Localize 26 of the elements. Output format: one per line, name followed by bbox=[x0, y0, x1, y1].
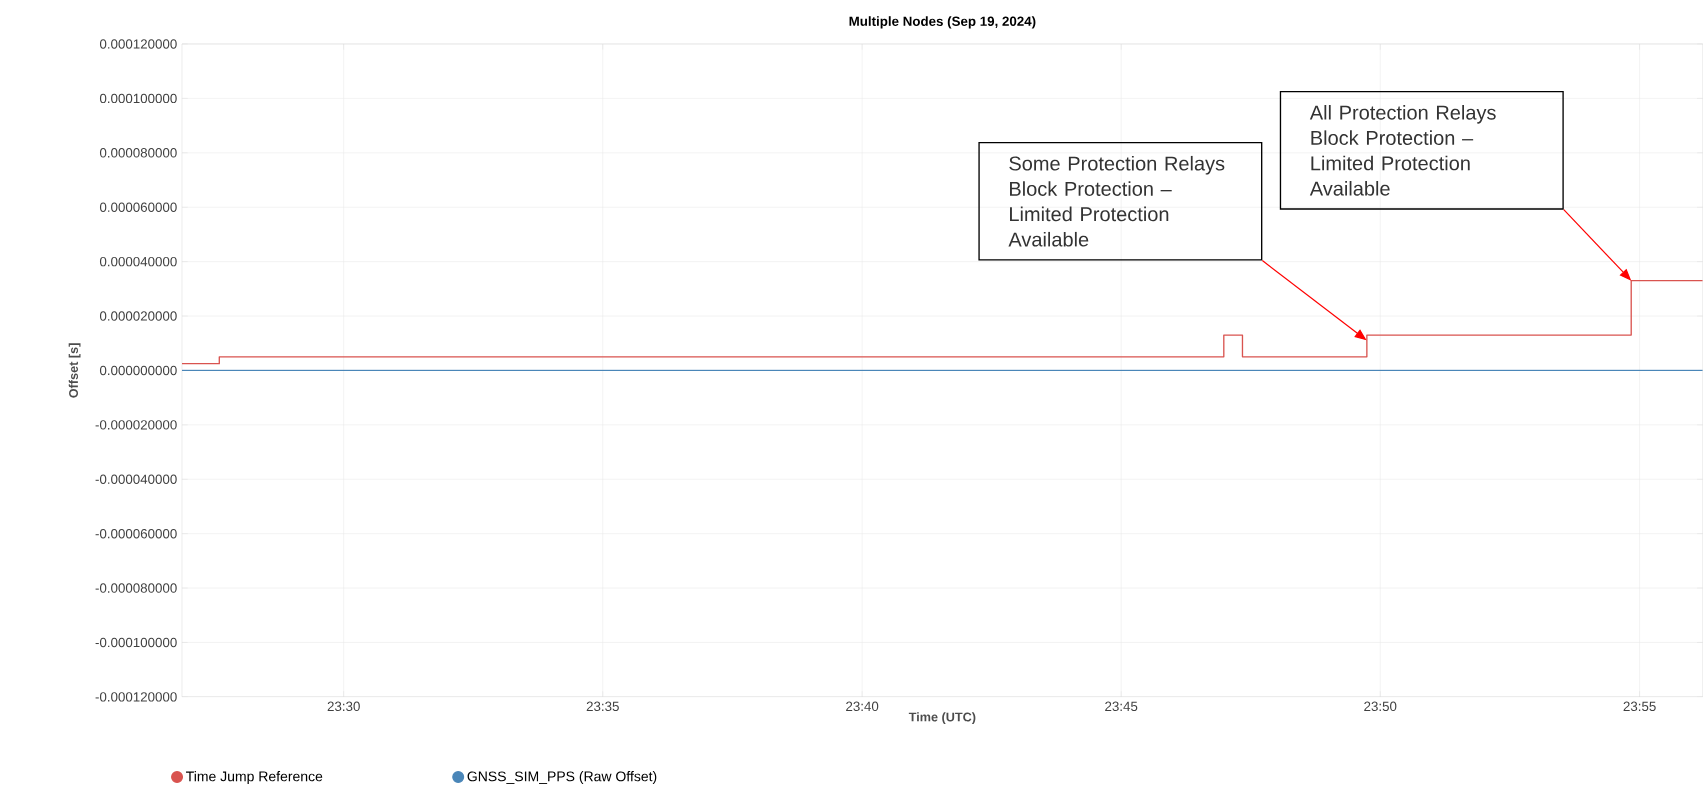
y-tick-label: -0.000080000 bbox=[95, 583, 177, 593]
y-axis-title: Offset [s] bbox=[68, 343, 81, 398]
x-tick-label: 23:50 bbox=[1364, 701, 1397, 712]
y-tick-label: 0.000060000 bbox=[99, 202, 177, 212]
y-tick-label: -0.000020000 bbox=[95, 420, 177, 430]
x-tick-label: 23:35 bbox=[586, 701, 619, 712]
x-tick-label: 23:45 bbox=[1105, 701, 1138, 712]
y-tick-label: -0.000060000 bbox=[95, 529, 177, 539]
chart-title: Multiple Nodes (Sep 19, 2024) bbox=[849, 16, 1036, 29]
y-tick-label: 0.000120000 bbox=[99, 39, 177, 49]
annotation: Some Protection Relays Block Protection – Limited Protection Available bbox=[1008, 155, 1225, 247]
annotation: All Protection Relays Block Protection – Limited Protection Available bbox=[1309, 105, 1496, 196]
y-tick-label: -0.000040000 bbox=[95, 474, 177, 485]
legend-label: Time Jump Reference bbox=[186, 771, 323, 785]
x-axis-title: Time (UTC) bbox=[908, 712, 976, 725]
y-tick-label: 0.000040000 bbox=[99, 256, 177, 267]
x-tick-label: 23:40 bbox=[846, 701, 879, 712]
legend-label: GNSS_SIM_PPS (Raw Offset) bbox=[467, 771, 657, 785]
y-tick-label: 0.000080000 bbox=[99, 148, 177, 158]
y-tick-label: 0.000000000 bbox=[99, 365, 177, 376]
x-tick-label: 23:55 bbox=[1623, 701, 1656, 712]
y-tick-label: -0.000100000 bbox=[95, 637, 177, 648]
y-tick-label: -0.000120000 bbox=[95, 692, 177, 702]
y-tick-label: 0.000020000 bbox=[99, 311, 177, 321]
x-tick-label: 23:30 bbox=[327, 701, 360, 712]
y-tick-label: 0.000100000 bbox=[99, 93, 177, 104]
